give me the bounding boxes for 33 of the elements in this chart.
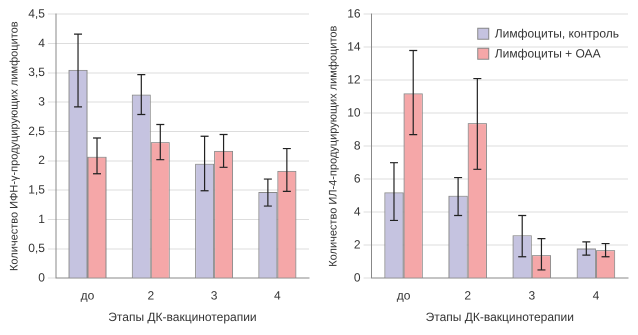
y-tick-label: 3	[38, 94, 46, 109]
x-tick-label: 4	[592, 288, 600, 303]
x-axis-title: Этапы ДК-вакцинотерапии	[426, 310, 574, 324]
x-tick-label: 3	[528, 288, 536, 303]
y-tick-label: 4	[354, 204, 361, 219]
x-tick-label: до	[80, 288, 95, 303]
x-tick-label: 4	[274, 288, 282, 303]
y-tick-label: 8	[354, 138, 361, 153]
y-axis-title: Количество ИЛ-4-продуцирующих лимфоцитов	[328, 25, 340, 267]
y-tick-label: 2,5	[28, 124, 46, 138]
y-tick-label: 2	[38, 153, 46, 168]
x-tick-label: 2	[147, 288, 154, 303]
y-tick-label: 16	[347, 6, 361, 21]
y-tick-label: 3,5	[28, 65, 46, 80]
legend-label: Лимфоциты, контроль	[494, 26, 620, 41]
y-tick-label: 0	[354, 270, 361, 285]
y-axis-title: Количество ИФН-γ-продуцирующих лимфоцитов	[8, 21, 21, 271]
y-tick-label: 14	[347, 40, 361, 54]
y-tick-label: 0	[38, 270, 46, 285]
y-tick-label: 2	[354, 238, 361, 252]
x-tick-label: до	[396, 288, 411, 303]
y-tick-label: 6	[354, 172, 361, 186]
x-tick-label: 3	[210, 288, 218, 303]
y-tick-label: 1,5	[28, 182, 46, 197]
x-tick-label: 2	[464, 288, 472, 303]
y-tick-label: 12	[347, 72, 361, 87]
y-tick-label: 1	[38, 212, 46, 226]
legend-label: Лимфоциты + ОАА	[494, 46, 601, 61]
x-axis-title: Этапы ДК-вакцинотерапии	[108, 310, 257, 324]
y-tick-label: 4,5	[28, 6, 46, 21]
y-tick-label: 4	[38, 36, 46, 50]
y-tick-label: 10	[347, 106, 361, 120]
y-tick-label: 0,5	[28, 241, 46, 256]
